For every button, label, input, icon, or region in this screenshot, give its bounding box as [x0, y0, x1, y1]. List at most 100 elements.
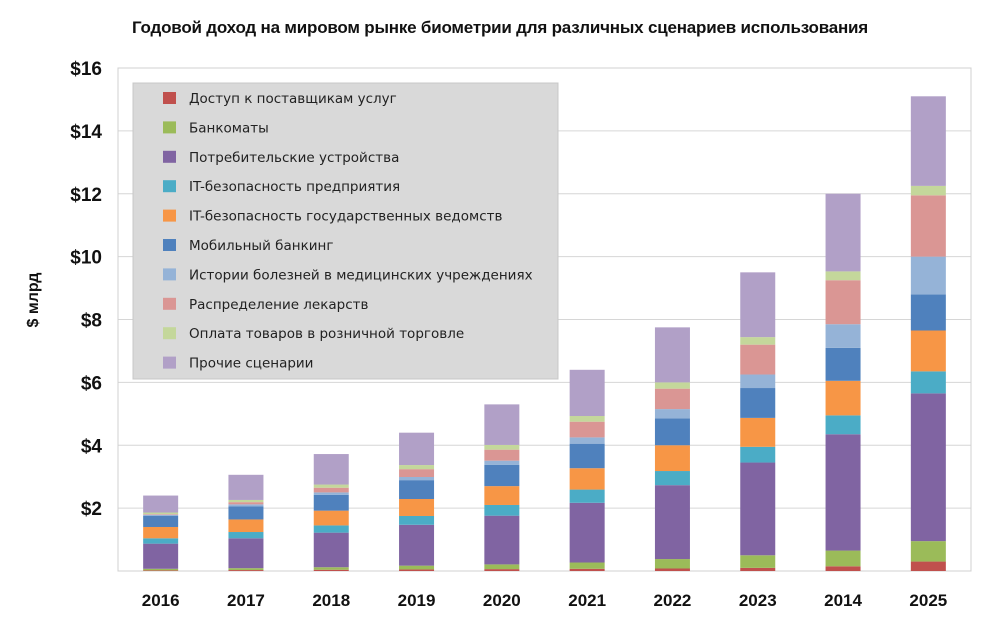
bar-segment	[399, 469, 435, 478]
x-tick-label: 2021	[568, 591, 606, 610]
legend-swatch	[163, 121, 176, 134]
bar-segment	[825, 415, 861, 435]
y-tick-label: $6	[81, 373, 102, 394]
bar-stack	[313, 454, 349, 571]
bar-segment	[825, 324, 861, 348]
bar-segment	[484, 464, 520, 487]
y-tick-label: $12	[70, 185, 102, 206]
legend-swatch	[163, 239, 176, 251]
bar-stack	[654, 327, 690, 571]
y-tick-label: $10	[70, 248, 102, 269]
bar-segment	[143, 526, 179, 539]
legend-swatch	[163, 356, 176, 369]
bar-segment	[569, 421, 605, 438]
legend-label: Оплата товаров в розничной торговле	[189, 326, 464, 342]
bar-segment	[654, 559, 690, 569]
bar-segment	[484, 504, 520, 516]
x-tick-label: 2014	[824, 591, 862, 610]
legend-swatch	[163, 268, 176, 281]
legend-label: Истории болезней в медицинских учреждени…	[189, 267, 533, 283]
bar-segment	[740, 417, 776, 447]
bar-segment	[825, 550, 861, 567]
y-tick-label: $16	[70, 59, 102, 80]
bar-stack	[910, 96, 946, 571]
bar-segment	[484, 444, 520, 450]
bar-segment	[654, 445, 690, 472]
bar-segment	[825, 271, 861, 281]
bar-segment	[910, 256, 946, 295]
bar-segment	[484, 515, 520, 565]
bar-segment	[143, 568, 179, 571]
bar-segment	[910, 185, 946, 196]
bar-segment	[569, 502, 605, 563]
bar-segment	[313, 510, 349, 526]
bar-segment	[228, 506, 264, 520]
bar-segment	[654, 327, 690, 383]
legend-swatch	[163, 92, 176, 104]
bar-segment	[740, 337, 776, 345]
bar-segment	[484, 486, 520, 505]
y-axis-label: $ млрд	[25, 273, 42, 328]
bar-segment	[910, 541, 946, 562]
y-tick-label: $8	[81, 311, 102, 332]
bar-segment	[825, 566, 861, 571]
x-tick-label: 2025	[909, 591, 947, 610]
bar-segment	[569, 489, 605, 503]
bar-segment	[825, 193, 861, 272]
bar-stack	[740, 272, 776, 571]
bar-segment	[910, 561, 946, 571]
legend-label: IT-безопасность предприятия	[189, 179, 400, 195]
bar-segment	[313, 569, 349, 571]
bar-segment	[399, 465, 435, 470]
bar-segment	[910, 393, 946, 542]
bar-segment	[825, 380, 861, 416]
bar-segment	[654, 568, 690, 571]
bar-segment	[228, 532, 264, 539]
bar-segment	[399, 565, 435, 570]
bar-segment	[143, 495, 179, 513]
bar-segment	[313, 492, 349, 495]
bar-segment	[143, 514, 179, 515]
bar-segment	[569, 568, 605, 571]
legend-swatch	[163, 180, 176, 193]
bar-segment	[228, 499, 264, 503]
legend-swatch	[163, 209, 176, 222]
bar-segment	[910, 330, 946, 372]
bar-segment	[740, 272, 776, 338]
bar-segment	[569, 416, 605, 422]
bar-segment	[910, 294, 946, 331]
bar-segment	[399, 480, 435, 500]
legend-label: Доступ к поставщикам услуг	[189, 91, 397, 107]
y-tick-label: $14	[70, 122, 102, 143]
bar-segment	[825, 347, 861, 381]
plot-frame	[117, 67, 972, 572]
legend-swatch	[163, 150, 176, 163]
bar-segment	[313, 484, 349, 488]
legend: Доступ к поставщикам услуг Банкоматы Потре…	[132, 82, 559, 380]
bar-segment	[654, 388, 690, 410]
bar-segment	[654, 471, 690, 486]
bar-segment	[740, 374, 776, 389]
legend-label: Прочие сценарии	[189, 356, 313, 372]
x-axis-ticks: 2016 2017 2018 2019 2020 2021 2022 2023 2014 2025	[142, 591, 948, 610]
bar-segment	[399, 524, 435, 566]
bar-segment	[740, 446, 776, 463]
bar-segment	[484, 404, 520, 445]
bar-segment	[143, 570, 179, 571]
bar-segment	[569, 437, 605, 444]
bar-stack	[399, 432, 435, 571]
x-tick-label: 2022	[654, 591, 692, 610]
bar-segment	[313, 454, 349, 485]
bar-segment	[313, 532, 349, 568]
bar-segment	[313, 567, 349, 570]
bar-segment	[313, 494, 349, 511]
bar-segment	[143, 538, 179, 544]
bar-segment	[740, 567, 776, 571]
bar-segment	[569, 443, 605, 469]
bar-segment	[825, 434, 861, 551]
bar-segment	[654, 485, 690, 560]
bar-segment	[569, 468, 605, 490]
bar-stack	[228, 474, 264, 571]
bar-segment	[740, 344, 776, 375]
bar-segment	[228, 568, 264, 571]
